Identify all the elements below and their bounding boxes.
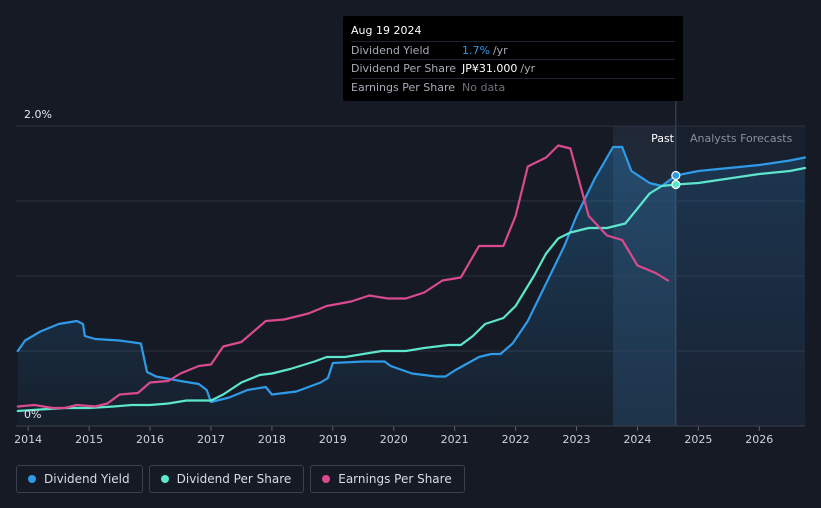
tooltip-label: Dividend Yield: [351, 43, 430, 57]
dividend-per-share-forecast-line: [674, 166, 807, 186]
legend-earnings-per-share[interactable]: Earnings Per Share: [310, 465, 465, 493]
legend-dot-icon: [28, 475, 36, 483]
legend-dot-icon: [160, 475, 169, 483]
tooltip-row-eps: Earnings Per Share No data: [351, 77, 675, 97]
x-tick-label: 2025: [684, 433, 712, 446]
x-tick-label: 2019: [319, 433, 347, 446]
tooltip-value: 1.7%: [462, 43, 490, 57]
tooltip-value: JP¥31.000: [462, 62, 518, 75]
dividend-per-share-current-marker: [671, 179, 681, 190]
x-tick-label: 2017: [197, 433, 225, 446]
legend-label: Dividend Yield: [44, 472, 130, 486]
x-tick-label: 2015: [75, 433, 103, 446]
tooltip: Aug 19 2024 Dividend Yield 1.7% /yr Divi…: [343, 16, 683, 101]
tooltip-label: Earnings Per Share: [351, 80, 456, 94]
x-tick-label: 2021: [441, 433, 469, 446]
forecast-label: Analysts Forecasts: [690, 132, 793, 145]
chart-area: 2014 2015 2016 2017 2018 2019 2020 2021 2022 2023…: [14, 16, 807, 446]
past-label: Past: [651, 132, 675, 145]
legend-label: Dividend Per Share: [176, 472, 292, 486]
tooltip-row-dps: Dividend Per Share JP¥31.000 /yr: [351, 59, 675, 78]
dividend-yield-area: [17, 147, 676, 426]
legend-dividend-yield[interactable]: Dividend Yield: [16, 465, 143, 493]
dividend-yield-forecast-line: [674, 156, 807, 177]
dividend-per-share-line: [16, 183, 677, 413]
dividend-yield-line: [16, 145, 677, 404]
x-tick-label: 2016: [136, 433, 164, 446]
x-tick-label: 2020: [380, 433, 408, 446]
x-tick-label: 2023: [563, 433, 591, 446]
earnings-per-share-line: [16, 144, 669, 410]
tooltip-unit: /yr: [492, 43, 508, 57]
x-tick-label: 2022: [502, 433, 530, 446]
legend-dividend-per-share[interactable]: Dividend Per Share: [148, 465, 305, 493]
legend-label: Earnings Per Share: [338, 472, 452, 486]
y-tick-label-top: 2.0%: [24, 108, 52, 121]
tooltip-row-yield: Dividend Yield 1.7% /yr: [351, 40, 675, 60]
legend-dot-icon: [322, 475, 331, 483]
x-tick-label: 2026: [745, 433, 773, 446]
tooltip-value: No data: [462, 80, 506, 94]
tooltip-unit: /yr: [520, 62, 536, 75]
tooltip-date: Aug 19 2024: [351, 24, 422, 37]
x-tick-label: 2014: [14, 433, 42, 446]
legend: Dividend Yield Dividend Per Share Earnin…: [16, 465, 465, 493]
x-tick-label: 2018: [258, 433, 286, 446]
tooltip-label: Dividend Per Share: [351, 62, 457, 75]
y-tick-label-bottom: 0%: [24, 408, 41, 421]
dividend-yield-forecast-area: [675, 157, 805, 426]
dividend-yield-current-marker: [671, 170, 681, 181]
x-tick-label: 2024: [623, 433, 651, 446]
